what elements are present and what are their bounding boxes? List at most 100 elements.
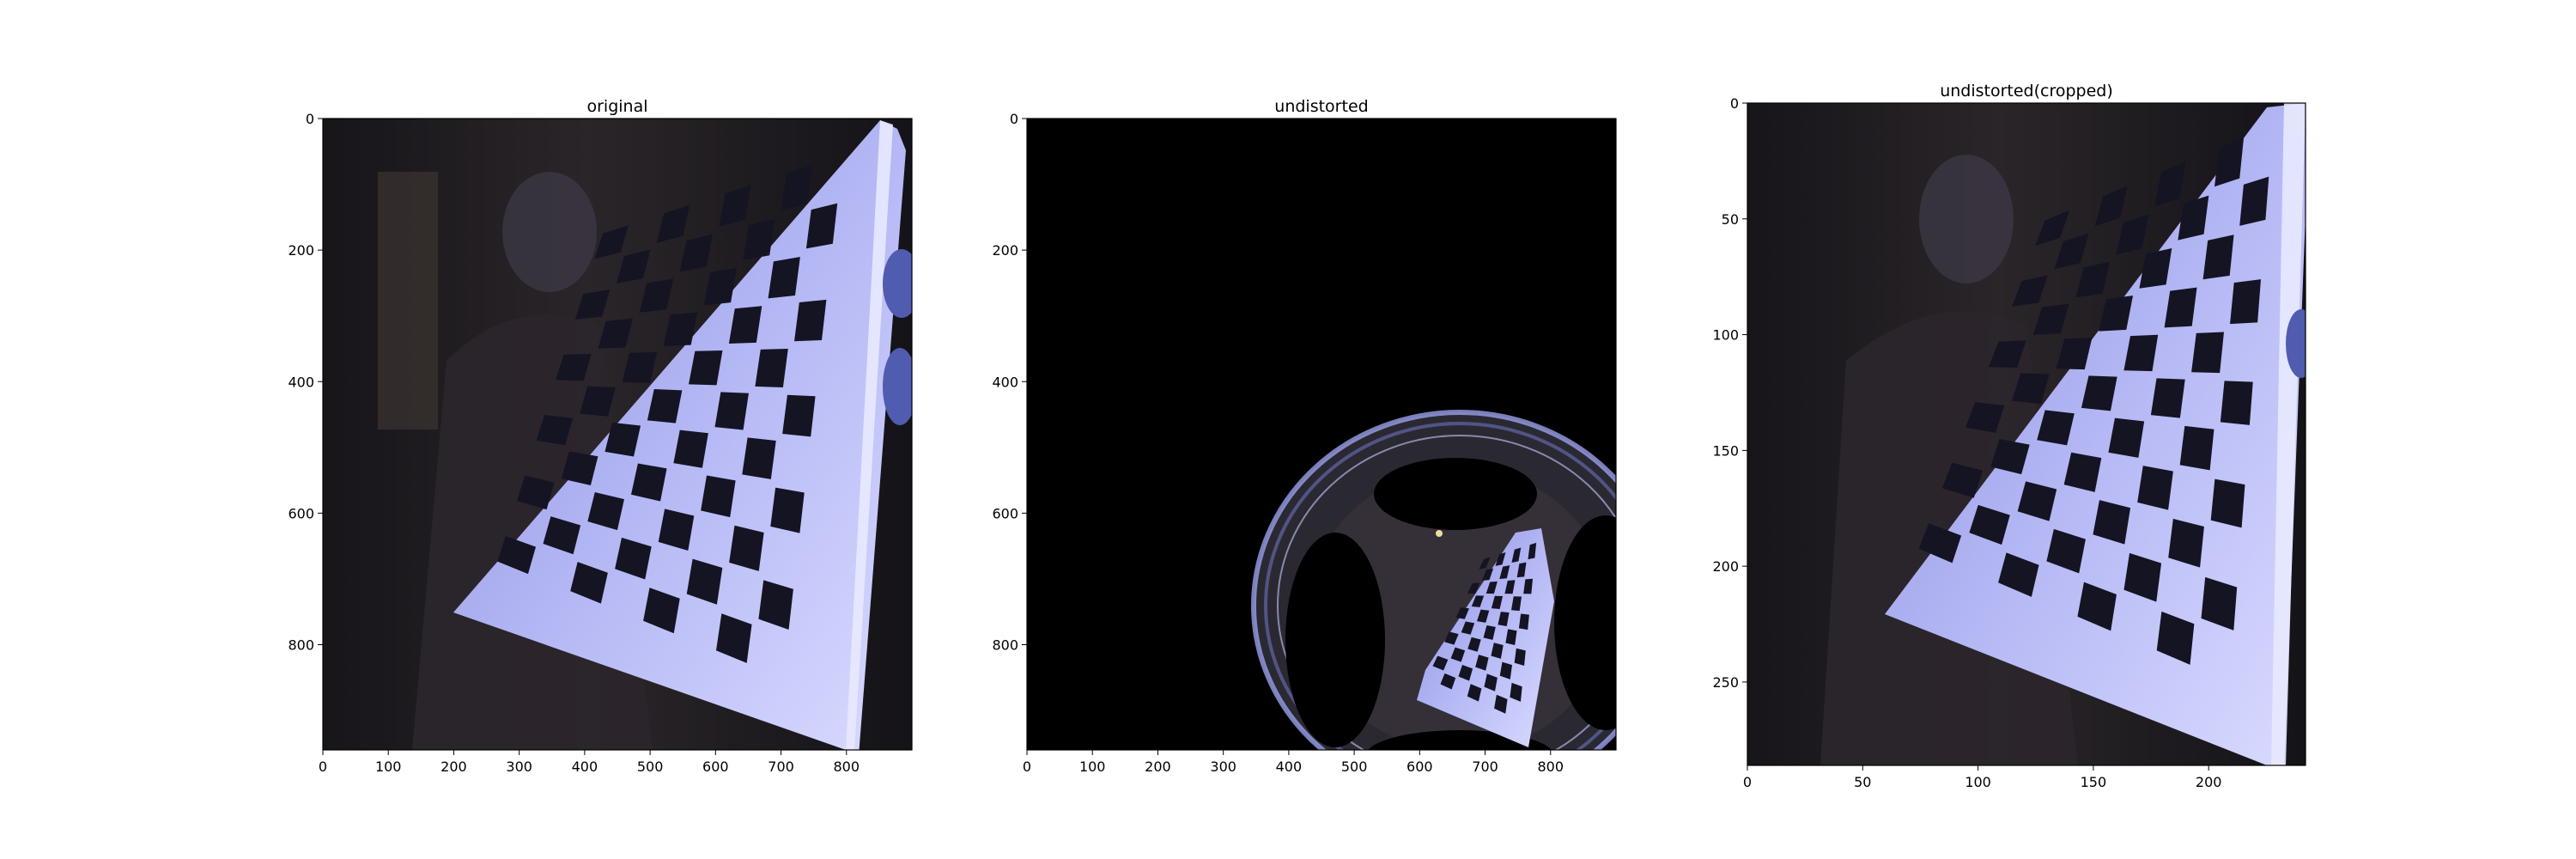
checker-square: [1499, 661, 1513, 679]
checker-square: [2139, 248, 2172, 289]
checker-square: [658, 509, 695, 551]
checker-square: [782, 394, 816, 437]
y-tick-label: 0: [1730, 95, 1739, 112]
y-ticks-cropped: 0 50 100 150 200 250: [1712, 95, 1747, 691]
checker-square: [1455, 607, 1469, 619]
panel-title-original: original: [586, 97, 647, 116]
x-tick-label: 800: [1538, 758, 1564, 775]
x-tick-label: 100: [1965, 774, 1991, 790]
checkerboard-squares-original: [497, 165, 838, 663]
x-tick-label: 500: [1341, 758, 1368, 775]
x-tick-label: 200: [1145, 758, 1171, 775]
checker-square: [2093, 500, 2131, 545]
checker-square: [805, 203, 838, 249]
checker-square: [1461, 621, 1475, 635]
checker-square: [2054, 233, 2089, 270]
checker-square: [622, 351, 658, 383]
checker-square: [703, 267, 738, 306]
y-tick-label: 600: [992, 505, 1018, 521]
checker-square: [688, 350, 723, 386]
checker-square: [1518, 613, 1529, 631]
checker-square: [2012, 275, 2048, 307]
checker-square: [1475, 655, 1489, 671]
checker-square: [615, 537, 652, 580]
checker-square: [1494, 694, 1508, 714]
checker-square: [574, 289, 611, 320]
checker-square: [2201, 576, 2238, 631]
checker-square: [1467, 637, 1481, 652]
x-tick-label: 800: [834, 758, 860, 775]
checker-square: [719, 185, 751, 227]
checker-square: [2239, 176, 2269, 226]
checker-square: [2178, 195, 2209, 241]
y-tick-label: 200: [992, 242, 1018, 259]
y-ticks-undistorted: 0 200 400 600 800: [992, 111, 1027, 654]
x-tick-label: 150: [2081, 774, 2107, 790]
y-ticks-original: 0 200 400 600 800: [288, 111, 323, 654]
y-tick-label: 400: [288, 374, 314, 390]
x-tick-label: 100: [1079, 758, 1106, 775]
checker-square: [1510, 682, 1522, 702]
checker-square: [580, 386, 616, 417]
checker-square: [1504, 580, 1516, 594]
checker-square: [1510, 596, 1522, 612]
x-tick-label: 500: [637, 758, 664, 775]
checker-square: [743, 218, 775, 260]
checker-square: [647, 389, 683, 423]
checker-square: [1484, 673, 1498, 691]
checker-square: [1918, 523, 1962, 564]
y-tick-label: 0: [306, 111, 314, 127]
checker-square: [1458, 664, 1473, 681]
x-tick-label: 50: [1854, 774, 1871, 790]
x-tick-label: 0: [1743, 774, 1752, 790]
checker-square: [2215, 137, 2245, 187]
checker-square: [1505, 629, 1517, 646]
checker-square: [673, 430, 708, 468]
checker-square: [770, 487, 805, 533]
checker-square: [516, 475, 555, 510]
y-tick-label: 0: [1010, 111, 1018, 127]
checker-square: [639, 278, 674, 313]
checker-square: [2137, 466, 2173, 510]
checker-square: [598, 318, 634, 349]
checker-square: [2116, 214, 2149, 255]
checker-square: [758, 580, 793, 630]
x-tick-label: 400: [1276, 758, 1303, 775]
checker-square: [1485, 581, 1498, 594]
checker-square: [1491, 643, 1504, 659]
x-tick-label: 200: [2196, 774, 2222, 790]
checker-square: [2230, 279, 2262, 325]
x-tick-label: 0: [319, 758, 327, 775]
checker-square: [2035, 210, 2070, 247]
axes-original: original 0 100 200 300 400 500 600 700 800 0 200 4…: [288, 97, 913, 775]
x-tick-label: 700: [1472, 758, 1498, 775]
checker-square: [728, 306, 762, 344]
checker-square: [2032, 303, 2069, 335]
checker-square: [1471, 595, 1485, 607]
checker-square: [768, 257, 800, 299]
checker-square: [2168, 518, 2204, 568]
checker-square: [630, 463, 667, 502]
image-undistorted: [1027, 119, 1616, 750]
y-tick-label: 200: [1712, 558, 1739, 575]
checker-square: [729, 525, 764, 571]
x-tick-label: 600: [702, 758, 729, 775]
checker-square: [543, 516, 581, 555]
checker-square: [1450, 647, 1466, 662]
checker-square: [1965, 402, 2005, 433]
y-tick-label: 600: [288, 505, 314, 521]
checker-square: [1511, 547, 1522, 563]
checker-square: [2056, 338, 2093, 370]
panel-title-undistorted: undistorted: [1274, 97, 1368, 116]
image-original: [323, 119, 912, 750]
checker-square: [1467, 582, 1480, 594]
checker-square: [616, 249, 651, 283]
checker-square: [1998, 552, 2039, 597]
checker-square: [1516, 562, 1527, 578]
checker-square: [2094, 186, 2128, 227]
y-tick-label: 400: [992, 374, 1018, 390]
checker-square: [2123, 552, 2162, 602]
x-tick-label: 0: [1023, 758, 1031, 775]
checker-square: [2037, 410, 2075, 446]
